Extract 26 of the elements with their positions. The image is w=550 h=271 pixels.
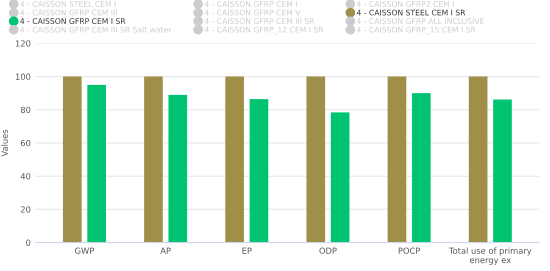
y-tick-label: 60 [20,140,30,146]
bar [412,93,431,243]
y-tick-label: 40 [20,173,30,180]
y-tick-label: 80 [20,106,30,114]
x-tick-label: ODP [319,248,337,254]
bar [87,84,106,243]
bar [250,99,268,243]
bar [468,76,488,243]
bar [144,76,163,243]
x-tick-label: AP [160,248,171,254]
bar [388,76,406,243]
x-tick-label: EP [242,248,252,254]
bar [493,99,512,243]
bar [168,94,188,243]
y-tick-label: 120 [16,40,30,47]
y-tick-label: 20 [20,206,30,213]
y-axis-title: Values [1,130,8,156]
y-tick-label: 100 [16,74,30,80]
bar [306,76,326,243]
bar [225,76,244,243]
x-tick-label: GWP [75,248,94,254]
bar [330,112,350,243]
bar [62,76,82,243]
y-tick-label: 0 [26,240,30,246]
x-tick-label: POCP [398,248,420,254]
x-tick-label: Total use of primary energy ex [448,247,532,265]
